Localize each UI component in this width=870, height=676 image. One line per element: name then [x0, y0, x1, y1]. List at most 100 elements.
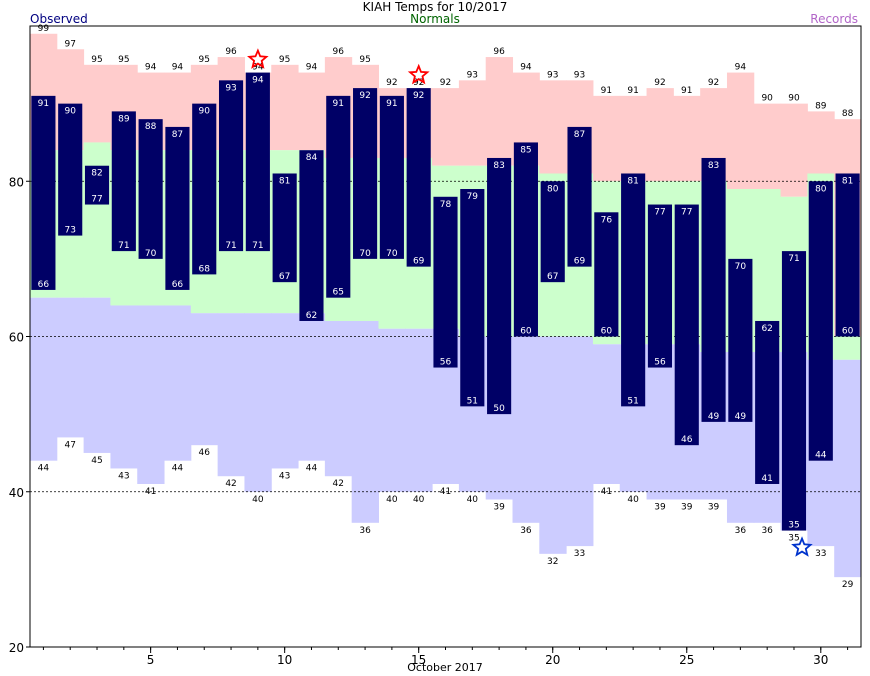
observed-bar: [647, 204, 673, 368]
observed-high-label: 81: [842, 176, 853, 186]
record-low-label: 40: [386, 495, 398, 505]
axes: 20 40 60 80 5 10 15 20 25 30: [9, 25, 862, 667]
record-low-band: [30, 297, 58, 461]
record-low-label: 41: [440, 487, 451, 497]
observed-bar: [567, 126, 592, 267]
observed-low-label: 65: [333, 288, 344, 298]
observed-bar: [379, 95, 404, 259]
record-low-band: [834, 359, 862, 578]
record-high-band: [271, 64, 299, 151]
observed-bar: [487, 157, 512, 415]
record-low-star: [791, 536, 813, 557]
observed-high-label: 80: [815, 184, 827, 194]
observed-high-label: 81: [279, 176, 290, 186]
record-high-label: 94: [306, 63, 318, 73]
observed-low-label: 70: [386, 249, 398, 259]
observed-bar: [272, 173, 297, 283]
observed-low-label: 70: [145, 249, 157, 259]
record-high-band: [458, 80, 487, 166]
record-low-label: 47: [64, 440, 75, 450]
record-low-label: 39: [708, 503, 720, 513]
records-legend-label: Records: [810, 12, 858, 26]
observed-high-label: 94: [252, 76, 264, 86]
observed-high-label: 79: [467, 192, 479, 202]
x-tick-label: 15: [411, 653, 426, 667]
observed-low-label: 41: [761, 474, 772, 484]
record-high-label: 99: [38, 24, 50, 34]
observed-bar: [111, 111, 136, 252]
observed-high-label: 87: [574, 130, 585, 140]
observed-bar: [58, 103, 83, 236]
observed-high-label: 89: [118, 114, 130, 124]
observed-bar: [701, 157, 726, 422]
observed-low-label: 67: [279, 272, 290, 282]
record-low-label: 33: [574, 549, 585, 559]
record-low-label: 45: [91, 456, 102, 466]
observed-low-label: 60: [842, 327, 854, 337]
record-high-label: 92: [654, 78, 665, 88]
record-high-band: [673, 95, 701, 182]
record-low-band: [190, 313, 219, 446]
observed-bar: [353, 88, 378, 259]
record-low-band: [217, 313, 245, 477]
observed-bar: [594, 212, 619, 337]
observed-bar: [674, 204, 699, 446]
record-low-band: [137, 305, 165, 484]
record-low-label: 36: [735, 526, 747, 536]
observed-low-label: 66: [38, 280, 50, 290]
y-tick-label: 20: [9, 641, 24, 655]
observed-high-label: 91: [38, 99, 49, 109]
observed-high-label: 83: [493, 161, 504, 171]
record-low-band: [83, 297, 111, 453]
record-high-label: 95: [199, 55, 210, 65]
observed-low-label: 35: [788, 521, 799, 531]
observed-bar: [755, 320, 780, 484]
x-tick-label: 30: [813, 653, 828, 667]
observed-high-label: 62: [761, 324, 772, 334]
observed-low-label: 49: [708, 412, 720, 422]
record-low-label: 46: [199, 448, 211, 458]
observed-low-label: 69: [574, 257, 586, 267]
observed-low-label: 51: [467, 396, 478, 406]
record-high-label: 91: [601, 86, 612, 96]
observed-high-label: 93: [225, 83, 236, 93]
record-high-label: 91: [681, 86, 692, 96]
observed-high-label: 80: [547, 184, 559, 194]
record-high-label: 88: [842, 109, 854, 119]
observed-high-label: 83: [708, 161, 719, 171]
record-high-label: 97: [64, 39, 75, 49]
observed-low-label: 70: [359, 249, 371, 259]
observed-low-label: 46: [681, 435, 693, 445]
observed-bars: [31, 72, 860, 531]
observed-low-label: 71: [225, 241, 236, 251]
observed-bar: [299, 150, 324, 321]
observed-low-label: 56: [654, 358, 666, 368]
y-tick-label: 80: [9, 175, 24, 189]
record-high-band: [753, 103, 782, 190]
observed-bar: [808, 181, 833, 461]
record-low-band: [56, 297, 85, 438]
record-low-label: 44: [306, 464, 318, 474]
observed-high-label: 82: [91, 169, 102, 179]
record-low-band: [539, 336, 567, 554]
record-low-label: 40: [467, 495, 479, 505]
x-axis-label: October 2017: [407, 661, 483, 674]
record-low-label: 40: [413, 495, 425, 505]
observed-high-label: 87: [172, 130, 183, 140]
record-high-band: [592, 95, 621, 182]
record-low-label: 40: [252, 495, 264, 505]
y-tick-label: 40: [9, 486, 24, 500]
record-low-band: [244, 313, 272, 492]
observed-low-label: 56: [440, 358, 452, 368]
record-low-band: [592, 344, 621, 484]
observed-high-label: 76: [601, 215, 613, 225]
observed-bar: [326, 95, 351, 298]
observed-high-label: 91: [386, 99, 397, 109]
observed-high-label: 88: [145, 122, 157, 132]
observed-high-label: 70: [735, 262, 747, 272]
record-low-label: 41: [145, 487, 156, 497]
record-high-star: [247, 48, 269, 69]
observed-high-label: 78: [440, 200, 452, 210]
record-high-label: 96: [493, 47, 505, 57]
